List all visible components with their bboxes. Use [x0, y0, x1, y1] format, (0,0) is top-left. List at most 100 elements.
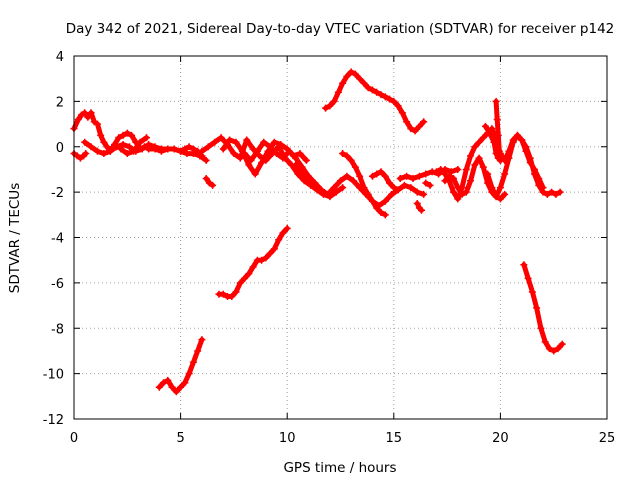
data-point [471, 161, 479, 169]
data-point [488, 184, 496, 192]
data-point [349, 177, 357, 185]
series-arc-22 [215, 224, 291, 300]
data-point [556, 188, 564, 196]
data-point [422, 179, 430, 187]
series-arc-11 [368, 168, 402, 194]
data-point [181, 379, 189, 387]
data-point [394, 102, 402, 110]
data-point [343, 172, 351, 180]
data-point [347, 68, 355, 76]
data-point [100, 150, 108, 158]
data-point [185, 143, 193, 151]
y-axis-label: SDTVAR / TECUs [7, 183, 23, 293]
data-point [270, 138, 278, 146]
data-point [526, 159, 534, 167]
data-point [518, 136, 526, 144]
data-point [343, 72, 351, 80]
data-point [334, 88, 342, 96]
data-point [496, 195, 504, 203]
series-arc-5 [202, 175, 217, 189]
data-point [420, 190, 428, 198]
data-point [236, 279, 244, 287]
series-arc-21 [520, 261, 566, 355]
plot-frame [73, 55, 608, 420]
data-point [364, 84, 372, 92]
data-point [479, 134, 487, 142]
data-point [437, 165, 445, 173]
data-point [411, 127, 419, 135]
data-point [394, 186, 402, 194]
data-point [330, 184, 338, 192]
data-point [198, 336, 206, 344]
data-point [177, 147, 185, 155]
data-point [493, 116, 501, 124]
data-point [185, 370, 193, 378]
data-point [177, 383, 185, 391]
data-point [219, 290, 227, 298]
series-arc-20 [492, 97, 504, 164]
data-point [545, 345, 553, 353]
data-point [520, 261, 528, 269]
data-point [381, 211, 389, 219]
data-point [258, 256, 266, 264]
data-point [151, 143, 159, 151]
data-point [522, 147, 530, 155]
data-point [155, 383, 163, 391]
data-point [528, 288, 536, 296]
data-point [420, 118, 428, 126]
y-tick-label: -6 [51, 277, 64, 292]
data-point [157, 145, 165, 153]
data-point [537, 324, 545, 332]
data-point [230, 150, 238, 158]
y-tick-label: 2 [56, 95, 64, 110]
data-point [296, 150, 304, 158]
data-point [501, 190, 509, 198]
data-point [258, 159, 266, 167]
data-point [253, 147, 261, 155]
data-point [533, 304, 541, 312]
data-point [324, 190, 332, 198]
data-point [360, 79, 368, 87]
y-tick-label: -2 [51, 186, 64, 201]
data-point [368, 86, 376, 94]
data-point [130, 147, 138, 155]
data-point [84, 113, 92, 121]
data-point [249, 145, 257, 153]
data-point [198, 147, 206, 155]
data-point [386, 179, 394, 187]
data-point [264, 147, 272, 155]
data-point [81, 109, 89, 117]
data-point [275, 236, 283, 244]
data-point [87, 109, 95, 117]
data-point [123, 150, 131, 158]
data-point [209, 181, 217, 189]
data-point [558, 340, 566, 348]
data-point [330, 97, 338, 105]
data-point [541, 338, 549, 346]
data-point [495, 147, 503, 155]
data-point [243, 136, 251, 144]
data-point [164, 145, 172, 153]
data-point [226, 136, 234, 144]
data-point [422, 170, 430, 178]
series-arc-9 [292, 161, 428, 210]
data-point [262, 254, 270, 262]
data-point [145, 140, 153, 148]
data-point [125, 143, 133, 151]
data-point [479, 163, 487, 171]
data-point [204, 143, 212, 151]
data-point [339, 184, 347, 192]
data-point [245, 270, 253, 278]
data-point [285, 147, 293, 155]
data-point [368, 172, 376, 180]
data-point [103, 143, 111, 151]
data-point [189, 150, 197, 158]
data-point [407, 125, 415, 133]
data-point [123, 129, 131, 137]
data-point [302, 156, 310, 164]
data-point [292, 161, 300, 169]
data-point [97, 131, 105, 139]
data-point [462, 165, 470, 173]
data-point [119, 131, 127, 139]
